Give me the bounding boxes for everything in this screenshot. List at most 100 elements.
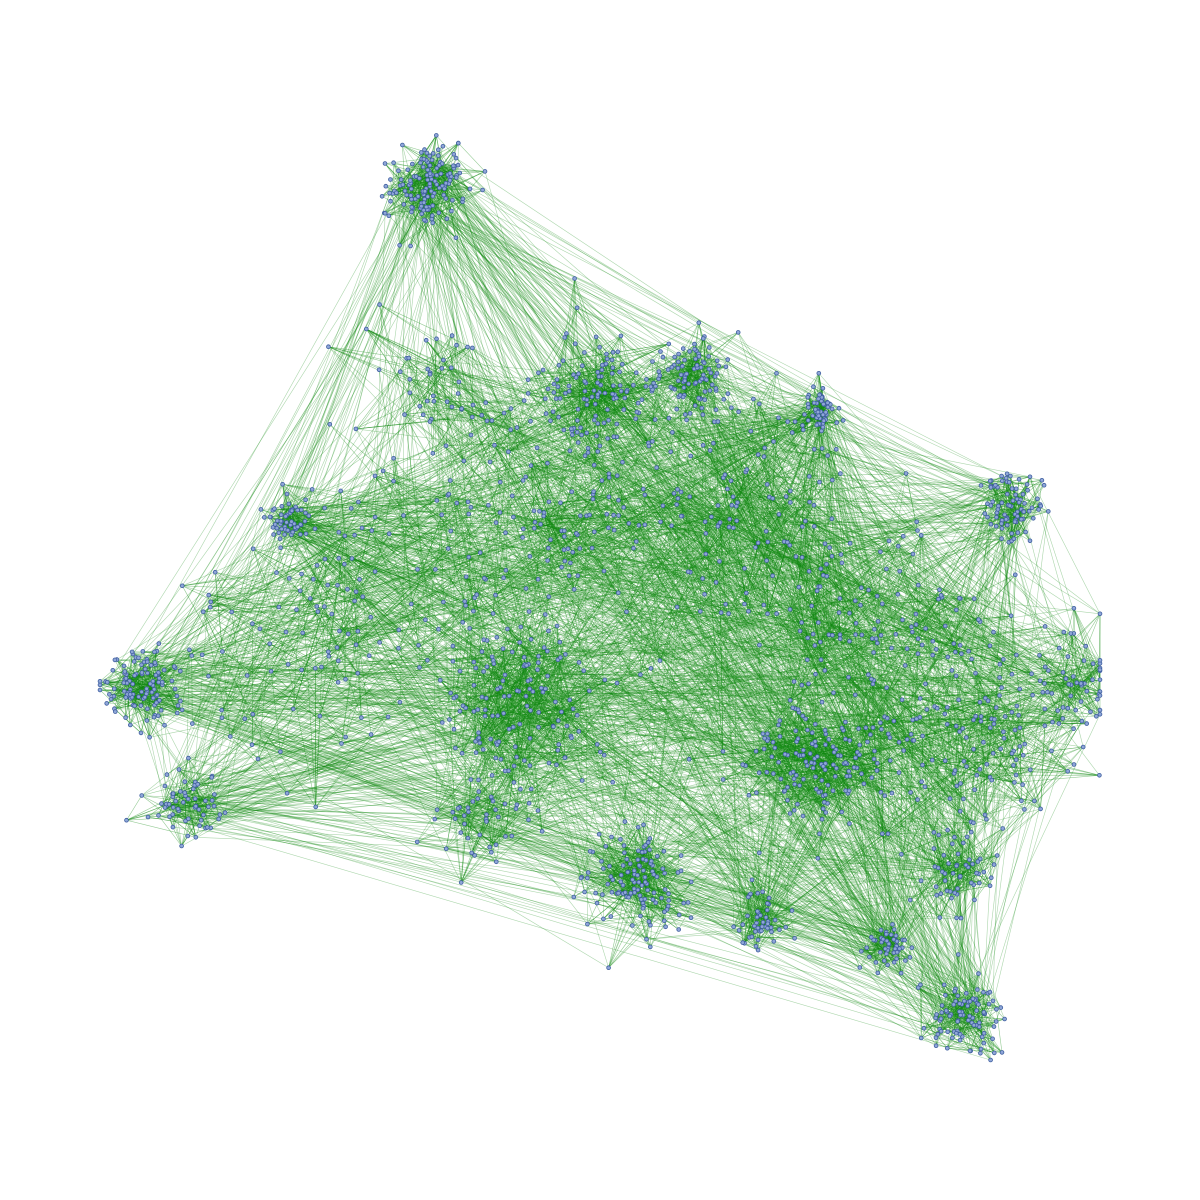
graph-edge [556,670,585,766]
graph-edge [156,681,159,703]
graph-edge [474,597,515,783]
graph-edge [652,389,678,410]
graph-edge [459,670,504,682]
graph-edge [599,335,622,348]
graph-edge [449,679,531,720]
graph-edge [646,361,704,380]
graph-edge [558,390,595,418]
graph-edge [106,673,159,704]
graph-edge [407,142,459,171]
graph-edge [658,366,727,380]
graph-edge [115,682,125,712]
graph-edge [1001,475,1015,540]
graph-edge [1007,504,1031,542]
graph-edge [648,391,706,447]
graph-edge [130,673,143,726]
graph-edge [114,659,145,663]
graph-edge [420,162,428,210]
graph-edge [995,479,1043,486]
graph-edge [113,662,156,697]
graph-edge [1001,475,1018,517]
graph-edge [599,385,614,447]
graph-edge [678,360,718,398]
graph-edge [552,411,565,431]
graph-edge [1001,518,1022,524]
graph-edge [995,484,1010,543]
graph-edge [641,399,672,453]
graph-edge [508,751,601,772]
graph-edge [684,359,701,382]
graph-edge [181,649,190,711]
graph-edge [558,744,566,759]
graph-edge [608,417,670,421]
graph-edge [612,351,647,387]
graph-edge [478,680,529,781]
graph-edge [432,194,445,206]
graph-edge [469,628,598,745]
graph-edge [481,696,486,717]
graph-edge [396,192,457,239]
graph-edge [99,689,178,697]
graph-edge [813,372,820,388]
graph-edge [394,175,457,192]
graph-edge [527,307,578,394]
graph-edge [99,689,142,693]
graph-edge [178,769,197,838]
graph-edge [132,664,156,706]
graph-edge [1001,502,1026,533]
graph-edge [529,662,539,766]
graph-edge [593,390,638,413]
graph-edge [556,659,559,766]
graph-edge [465,576,548,652]
graph-edge [553,383,561,399]
graph-edge [564,337,649,444]
graph-edge [449,659,559,720]
graph-edge [1018,478,1042,507]
graph-edge [399,188,471,246]
graph-edge [178,769,184,803]
graph-edge [646,367,698,380]
graph-edge [138,666,175,698]
graph-edge [461,752,515,783]
graph-edge [591,384,602,398]
graph-edge [575,377,649,444]
graph-edge [172,793,196,807]
graph-edge [453,697,559,751]
graph-edge [548,657,561,764]
graph-edge [990,485,1026,533]
graph-edge [516,656,525,758]
graph-edge [652,361,696,385]
graph-edge [532,691,566,758]
graph-edge [580,423,618,429]
graph-edge [107,681,160,701]
graph-edge [144,696,150,738]
graph-edge [473,661,510,730]
graph-edge [1017,498,1038,517]
graph-edge [428,189,483,208]
graph-edge [681,365,701,382]
graph-edge [586,404,615,438]
graph-edge [166,774,185,793]
graph-edge [195,805,200,827]
graph-edge [169,814,204,818]
graph-edge [455,728,510,749]
graph-edge [673,364,697,368]
graph-edge [194,784,211,829]
graph-edge [568,381,586,387]
graph-edge [980,485,1008,495]
graph-edge [181,784,195,847]
graph-edge [99,661,145,682]
graph-edge [553,385,614,393]
graph-edge [548,630,578,716]
graph-edge [598,376,653,392]
graph-edge [497,688,509,772]
graph-edge [565,392,625,410]
graph-edge [211,777,219,820]
graph-edge [612,384,634,387]
graph-edge [389,162,421,194]
graph-edge [699,390,717,400]
graph-edge [619,371,654,384]
graph-edge [553,343,670,385]
graph-edge [620,335,638,413]
graph-edge [574,278,582,436]
